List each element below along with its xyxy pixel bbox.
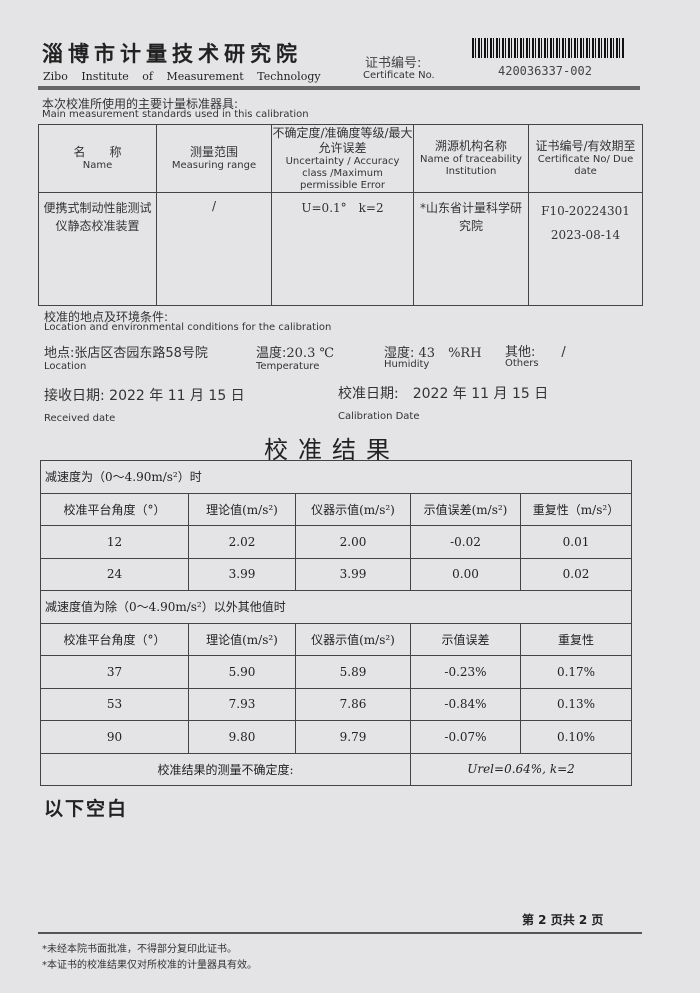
table-row: 12 2.02 2.00 -0.02 0.01 bbox=[40, 525, 632, 559]
standards-table: 名 称 Name 测量范围 Measuring range 不确定度/准确度等级/最… bbox=[38, 124, 643, 306]
calibration-date: 校准日期: 2022 年 11 月 15 日 bbox=[338, 386, 549, 402]
table-row: 24 3.99 3.99 0.00 0.02 bbox=[40, 557, 632, 591]
footer-divider bbox=[38, 932, 642, 934]
header-cell: 校准平台角度（°） bbox=[40, 622, 189, 656]
cell: 7.86 bbox=[295, 687, 411, 721]
cell: 5.89 bbox=[295, 655, 411, 689]
header-cell: 校准平台角度（°） bbox=[40, 492, 189, 526]
section-header: 减速度值为除（0～4.90m/s²）以外其他值时 bbox=[40, 590, 632, 624]
standards-title-cn: 本次校准所使用的主要计量标准器具: bbox=[42, 97, 239, 111]
standards-title-en: Main measurement standards used in this … bbox=[42, 109, 309, 120]
received-date: 接收日期: 2022 年 11 月 15 日 bbox=[44, 388, 245, 404]
col-uncertainty: 不确定度/准确度等级/最大允许误差 Uncertainty / Accuracy … bbox=[271, 124, 414, 193]
header-cell: 示值误差 bbox=[410, 622, 521, 656]
conditions-title-cn: 校准的地点及环境条件: bbox=[44, 310, 169, 324]
cell: -0.23% bbox=[410, 655, 521, 689]
footer-note: *未经本院书面批准，不得部分复印此证书。 bbox=[42, 944, 237, 955]
humidity-en: Humidity bbox=[384, 359, 430, 370]
cell-range: / bbox=[156, 192, 272, 306]
conditions-title-en: Location and environmental conditions fo… bbox=[44, 322, 332, 333]
cell: 2.02 bbox=[188, 525, 296, 559]
cell-uncertainty: U=0.1° k=2 bbox=[271, 192, 414, 306]
blank-below: 以下空白 bbox=[44, 798, 129, 820]
humidity: 湿度: 43 %RH bbox=[384, 346, 482, 361]
col-institution: 溯源机构名称 Name of traceability Institution bbox=[413, 124, 529, 193]
calibration-date-en: Calibration Date bbox=[338, 411, 420, 422]
cell: 24 bbox=[40, 557, 189, 591]
cell: 12 bbox=[40, 525, 189, 559]
cell: 0.02 bbox=[520, 557, 632, 591]
cell-due: 2023-08-14 bbox=[550, 228, 621, 242]
cert-label-cn: 证书编号: bbox=[365, 56, 422, 71]
cell: 0.13% bbox=[520, 687, 632, 721]
cell: 9.80 bbox=[188, 720, 296, 754]
cell: 0.17% bbox=[520, 655, 632, 689]
header-cell: 重复性 bbox=[520, 622, 632, 656]
cell: 0.00 bbox=[410, 557, 521, 591]
cell: 37 bbox=[40, 655, 189, 689]
uncertainty-row: 校准结果的测量不确定度: Urel=0.64%, k=2 bbox=[40, 752, 632, 786]
temperature-en: Temperature bbox=[256, 361, 320, 372]
cell: -0.07% bbox=[410, 720, 521, 754]
cell: 2.00 bbox=[295, 525, 411, 559]
cell: 3.99 bbox=[188, 557, 296, 591]
footer-note: *本证书的校准结果仅对所校准的计量器具有效。 bbox=[42, 960, 257, 971]
table-row: 便携式制动性能测试仪静态校准装置 / U=0.1° k=2 *山东省计量科学研究… bbox=[38, 192, 643, 306]
cell-name: 便携式制动性能测试仪静态校准装置 bbox=[38, 192, 157, 306]
received-date-en: Received date bbox=[44, 413, 116, 424]
header-cell: 仪器示值(m/s²) bbox=[295, 622, 411, 656]
cell: -0.84% bbox=[410, 687, 521, 721]
header-cell: 仪器示值(m/s²) bbox=[295, 492, 411, 526]
temperature: 温度:20.3 ℃ bbox=[256, 346, 335, 361]
col-range: 测量范围 Measuring range bbox=[156, 124, 272, 193]
barcode bbox=[472, 38, 624, 58]
results-table: 减速度为（0～4.90m/s²）时 校准平台角度（°） 理论值(m/s²) 仪器… bbox=[40, 460, 632, 786]
cell-cert: F10-20224301 bbox=[541, 204, 630, 218]
col-cert: 证书编号/有效期至 Certificate No/ Due date bbox=[528, 124, 643, 193]
table-row: 90 9.80 9.79 -0.07% 0.10% bbox=[40, 720, 632, 754]
cell: 53 bbox=[40, 687, 189, 721]
table-header-row: 校准平台角度（°） 理论值(m/s²) 仪器示值(m/s²) 示值误差(m/s²… bbox=[40, 492, 632, 526]
header-cell: 理论值(m/s²) bbox=[188, 492, 296, 526]
section-header: 减速度为（0～4.90m/s²）时 bbox=[40, 460, 632, 494]
cell: 5.90 bbox=[188, 655, 296, 689]
col-name: 名 称 Name bbox=[38, 124, 157, 193]
cert-number: 420036337-002 bbox=[498, 64, 592, 78]
cert-label-en: Certificate No. bbox=[363, 70, 435, 81]
cell: 9.79 bbox=[295, 720, 411, 754]
org-name-en: Zibo Institute of Measurement Technology bbox=[43, 70, 321, 83]
others-en: Others bbox=[505, 358, 539, 369]
table-header-row: 校准平台角度（°） 理论值(m/s²) 仪器示值(m/s²) 示值误差 重复性 bbox=[40, 622, 632, 656]
cell: -0.02 bbox=[410, 525, 521, 559]
header-cell: 理论值(m/s²) bbox=[188, 622, 296, 656]
others: 其他: / bbox=[505, 345, 566, 360]
uncertainty-value: Urel=0.64%, k=2 bbox=[410, 752, 632, 786]
cell: 0.01 bbox=[520, 525, 632, 559]
cell: 0.10% bbox=[520, 720, 632, 754]
cell-institution: *山东省计量科学研究院 bbox=[413, 192, 529, 306]
location: 地点:张店区杏园东路58号院 bbox=[44, 346, 208, 361]
header-divider bbox=[38, 86, 640, 90]
cell: 3.99 bbox=[295, 557, 411, 591]
org-name-cn: 淄博市计量技术研究院 bbox=[42, 41, 302, 66]
location-en: Location bbox=[44, 361, 87, 372]
page-number: 第 2 页共 2 页 bbox=[522, 913, 604, 927]
cell: 7.93 bbox=[188, 687, 296, 721]
results-title: 校准结果 bbox=[264, 436, 400, 464]
table-row: 37 5.90 5.89 -0.23% 0.17% bbox=[40, 655, 632, 689]
cell: 90 bbox=[40, 720, 189, 754]
header-cell: 重复性（m/s²） bbox=[520, 492, 632, 526]
uncertainty-label: 校准结果的测量不确定度: bbox=[40, 752, 411, 786]
header-cell: 示值误差(m/s²) bbox=[410, 492, 521, 526]
table-row: 53 7.93 7.86 -0.84% 0.13% bbox=[40, 687, 632, 721]
